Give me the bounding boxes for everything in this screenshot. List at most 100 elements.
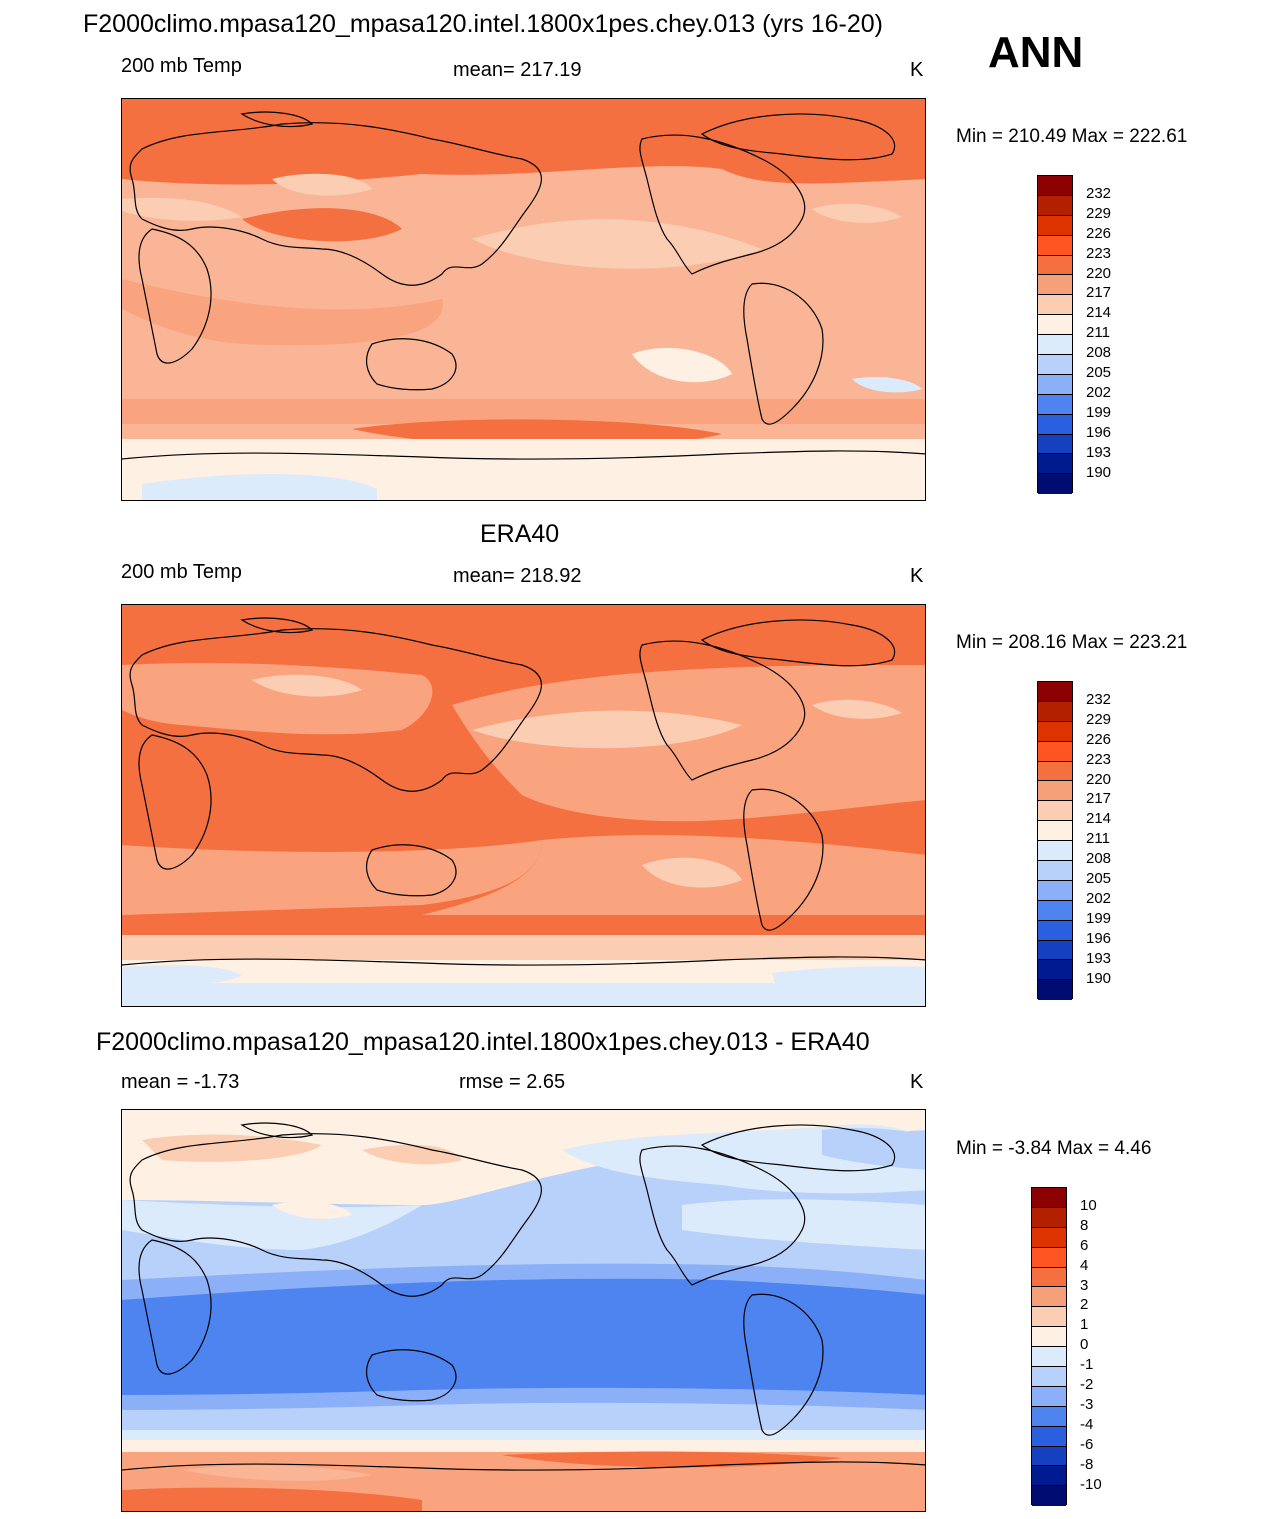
colorbar-tick-label: 1	[1080, 1316, 1089, 1334]
colorbar-tick-label: 0	[1080, 1336, 1089, 1354]
colorbar-swatch	[1032, 1347, 1066, 1368]
colorbar-tick-label: 6	[1080, 1236, 1089, 1254]
colorbar-tick-label: 202	[1086, 889, 1112, 907]
colorbar-tick-label: 223	[1086, 750, 1112, 768]
panel2-colorbar	[1037, 681, 1073, 1001]
colorbar-swatch	[1032, 1486, 1066, 1507]
colorbar-swatch	[1038, 255, 1072, 276]
colorbar-swatch	[1038, 682, 1072, 702]
colorbar-tick-label: 205	[1086, 364, 1112, 381]
colorbar-swatch	[1038, 701, 1072, 722]
colorbar-swatch	[1038, 394, 1072, 415]
colorbar-tick-label: 10	[1080, 1196, 1097, 1214]
panel1-variable-label: 200 mb Temp	[121, 55, 242, 77]
colorbar-swatch	[1038, 295, 1072, 316]
panel1-title: F2000climo.mpasa120_mpasa120.intel.1800x…	[83, 10, 884, 38]
season-label: ANN	[988, 28, 1084, 77]
colorbar-tick-label: 199	[1086, 403, 1112, 421]
colorbar-tick-label: 226	[1086, 730, 1112, 748]
colorbar-swatch	[1038, 880, 1072, 901]
colorbar-swatch	[1038, 335, 1072, 356]
colorbar-swatch	[1038, 940, 1072, 961]
colorbar-swatch	[1032, 1386, 1066, 1407]
panel3-mean-label: mean = -1.73	[121, 1071, 240, 1093]
colorbar-swatch	[1038, 920, 1072, 941]
colorbar-swatch	[1032, 1247, 1066, 1268]
colorbar-tick-label: 217	[1086, 790, 1112, 808]
colorbar-swatch	[1038, 275, 1072, 296]
colorbar-tick-label: 190	[1086, 463, 1112, 481]
colorbar-swatch	[1038, 841, 1072, 862]
colorbar-tick-label: 202	[1086, 383, 1112, 401]
colorbar-swatch	[1038, 414, 1072, 435]
colorbar-swatch	[1038, 474, 1072, 495]
colorbar-swatch	[1032, 1367, 1066, 1387]
panel2-minmax: Min = 208.16 Max = 223.21	[956, 632, 1188, 653]
colorbar-tick-label: 232	[1086, 690, 1112, 708]
colorbar-swatch	[1038, 454, 1072, 475]
colorbar-tick-label: -8	[1080, 1455, 1094, 1473]
colorbar-tick-label: 214	[1086, 810, 1112, 828]
colorbar-tick-label: 220	[1086, 264, 1112, 282]
panel1-minmax: Min = 210.49 Max = 222.61	[956, 126, 1188, 147]
colorbar-tick-label: -2	[1080, 1376, 1094, 1393]
colorbar-swatch	[1032, 1287, 1066, 1308]
colorbar-tick-label: 208	[1086, 344, 1112, 362]
colorbar-swatch	[1032, 1466, 1066, 1487]
colorbar-swatch	[1032, 1227, 1066, 1248]
colorbar-swatch	[1032, 1446, 1066, 1467]
colorbar-swatch	[1038, 721, 1072, 742]
colorbar-swatch	[1038, 355, 1072, 375]
colorbar-tick-label: 193	[1086, 949, 1112, 967]
colorbar-tick-label: 217	[1086, 284, 1112, 302]
panel3-units: K	[910, 1071, 924, 1093]
colorbar-swatch	[1038, 900, 1072, 921]
colorbar-swatch	[1032, 1426, 1066, 1447]
colorbar-tick-label: 196	[1086, 929, 1112, 947]
panel3-minmax: Min = -3.84 Max = 4.46	[956, 1138, 1152, 1159]
panel2-title: ERA40	[480, 520, 560, 548]
panel1-colorbar	[1037, 175, 1073, 495]
colorbar-swatch	[1032, 1188, 1066, 1208]
colorbar-tick-label: 4	[1080, 1256, 1089, 1274]
colorbar-tick-label: 229	[1086, 204, 1112, 222]
colorbar-swatch	[1038, 374, 1072, 395]
colorbar-swatch	[1038, 960, 1072, 981]
colorbar-swatch	[1038, 215, 1072, 236]
colorbar-swatch	[1038, 861, 1072, 881]
panel2-mean-label: mean= 218.92	[453, 565, 582, 587]
colorbar-tick-label: -6	[1080, 1435, 1094, 1453]
colorbar-swatch	[1038, 434, 1072, 455]
colorbar-swatch	[1038, 781, 1072, 802]
panel1-mean-label: mean= 217.19	[453, 59, 582, 81]
colorbar-tick-label: 199	[1086, 909, 1112, 927]
colorbar-tick-label: 193	[1086, 443, 1112, 461]
panel1-map	[121, 98, 926, 501]
colorbar-swatch	[1038, 761, 1072, 782]
panel2-map	[121, 604, 926, 1007]
panel3-map	[121, 1109, 926, 1512]
colorbar-tick-label: -10	[1080, 1475, 1102, 1493]
colorbar-swatch	[1032, 1307, 1066, 1328]
colorbar-tick-label: 208	[1086, 850, 1112, 868]
colorbar-tick-label: 223	[1086, 244, 1112, 262]
colorbar-tick-label: 226	[1086, 224, 1112, 242]
panel1-units: K	[910, 59, 924, 81]
colorbar-tick-label: 3	[1080, 1276, 1089, 1294]
colorbar-tick-label: 190	[1086, 969, 1112, 987]
colorbar-swatch	[1038, 315, 1072, 336]
colorbar-tick-label: 211	[1086, 830, 1110, 848]
colorbar-tick-label: 214	[1086, 304, 1112, 322]
colorbar-swatch	[1032, 1207, 1066, 1228]
colorbar-tick-label: 8	[1080, 1216, 1089, 1234]
colorbar-swatch	[1038, 741, 1072, 762]
colorbar-swatch	[1032, 1267, 1066, 1288]
colorbar-swatch	[1032, 1327, 1066, 1348]
colorbar-tick-label: 211	[1086, 324, 1110, 342]
colorbar-swatch	[1038, 801, 1072, 822]
colorbar-tick-label: 232	[1086, 184, 1112, 202]
colorbar-swatch	[1038, 821, 1072, 842]
colorbar-tick-label: -3	[1080, 1395, 1094, 1413]
colorbar-swatch	[1038, 176, 1072, 196]
panel3-rmse-label: rmse = 2.65	[459, 1071, 566, 1093]
